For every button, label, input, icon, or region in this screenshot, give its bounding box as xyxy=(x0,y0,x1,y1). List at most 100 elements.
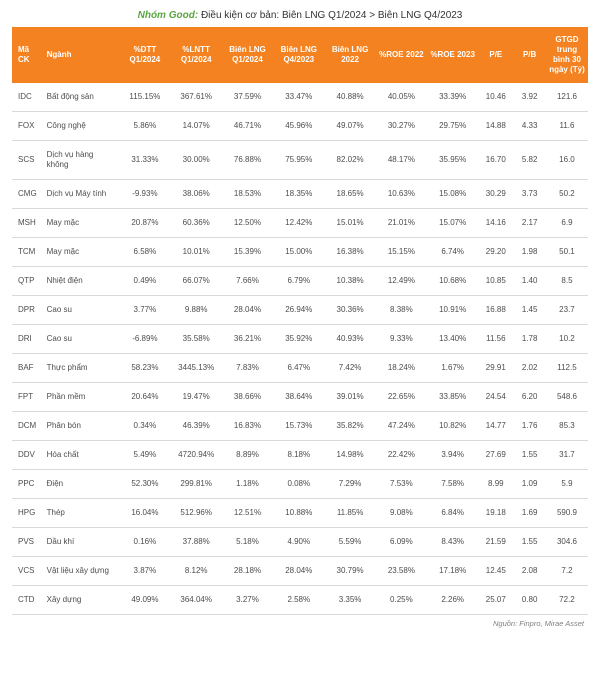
value-cell: 30.36% xyxy=(324,296,375,325)
value-cell: 0.16% xyxy=(119,528,170,557)
value-cell: 33.47% xyxy=(273,83,324,112)
value-cell: 37.88% xyxy=(171,528,222,557)
value-cell: 1.55 xyxy=(513,528,546,557)
value-cell: 1.40 xyxy=(513,267,546,296)
column-header: P/E xyxy=(478,27,513,83)
table-row: HPGThép16.04%512.96%12.51%10.88%11.85%9.… xyxy=(12,499,588,528)
value-cell: 3.27% xyxy=(222,586,273,615)
value-cell: 16.70 xyxy=(478,141,513,180)
value-cell: 52.30% xyxy=(119,470,170,499)
value-cell: 39.01% xyxy=(324,383,375,412)
value-cell: 299.81% xyxy=(171,470,222,499)
value-cell: 10.38% xyxy=(324,267,375,296)
value-cell: 26.94% xyxy=(273,296,324,325)
value-cell: 2.58% xyxy=(273,586,324,615)
value-cell: 22.65% xyxy=(376,383,427,412)
table-row: DRICao su-6.89%35.58%36.21%35.92%40.93%9… xyxy=(12,325,588,354)
value-cell: 1.98 xyxy=(513,238,546,267)
value-cell: 37.59% xyxy=(222,83,273,112)
value-cell: 121.6 xyxy=(546,83,588,112)
ticker-cell: TCM xyxy=(12,238,45,267)
value-cell: 115.15% xyxy=(119,83,170,112)
value-cell: 15.39% xyxy=(222,238,273,267)
value-cell: 13.40% xyxy=(427,325,478,354)
value-cell: 10.2 xyxy=(546,325,588,354)
table-row: TCMMay mặc6.58%10.01%15.39%15.00%16.38%1… xyxy=(12,238,588,267)
value-cell: 3.73 xyxy=(513,180,546,209)
value-cell: 66.07% xyxy=(171,267,222,296)
table-row: DCMPhân bón0.34%46.39%16.83%15.73%35.82%… xyxy=(12,412,588,441)
value-cell: 3.92 xyxy=(513,83,546,112)
value-cell: 1.09 xyxy=(513,470,546,499)
sector-cell: Vật liệu xây dựng xyxy=(45,557,120,586)
sector-cell: Hóa chất xyxy=(45,441,120,470)
sector-cell: Thực phẩm xyxy=(45,354,120,383)
value-cell: 5.86% xyxy=(119,112,170,141)
value-cell: 30.00% xyxy=(171,141,222,180)
value-cell: 14.07% xyxy=(171,112,222,141)
value-cell: 10.01% xyxy=(171,238,222,267)
value-cell: 15.15% xyxy=(376,238,427,267)
value-cell: 16.83% xyxy=(222,412,273,441)
value-cell: 364.04% xyxy=(171,586,222,615)
value-cell: 5.59% xyxy=(324,528,375,557)
value-cell: 10.91% xyxy=(427,296,478,325)
value-cell: 45.96% xyxy=(273,112,324,141)
column-header: Biên LNG Q1/2024 xyxy=(222,27,273,83)
table-title: Nhóm Good: Điều kiện cơ bản: Biên LNG Q1… xyxy=(12,10,588,21)
value-cell: 22.42% xyxy=(376,441,427,470)
value-cell: 18.65% xyxy=(324,180,375,209)
value-cell: 30.29 xyxy=(478,180,513,209)
table-row: FPTPhần mềm20.64%19.47%38.66%38.64%39.01… xyxy=(12,383,588,412)
ticker-cell: FPT xyxy=(12,383,45,412)
value-cell: 28.04% xyxy=(273,557,324,586)
sector-cell: Xây dựng xyxy=(45,586,120,615)
stock-table: Mã CKNgành%DTT Q1/2024%LNTT Q1/2024Biên … xyxy=(12,27,588,615)
value-cell: 0.49% xyxy=(119,267,170,296)
value-cell: 29.91 xyxy=(478,354,513,383)
value-cell: 1.76 xyxy=(513,412,546,441)
table-row: QTPNhiệt điện0.49%66.07%7.66%6.79%10.38%… xyxy=(12,267,588,296)
column-header: %ROE 2023 xyxy=(427,27,478,83)
ticker-cell: FOX xyxy=(12,112,45,141)
value-cell: 9.08% xyxy=(376,499,427,528)
table-row: BAFThực phẩm58.23%3445.13%7.83%6.47%7.42… xyxy=(12,354,588,383)
sector-cell: Dịch vụ Máy tính xyxy=(45,180,120,209)
value-cell: 12.42% xyxy=(273,209,324,238)
value-cell: 15.00% xyxy=(273,238,324,267)
value-cell: 8.99 xyxy=(478,470,513,499)
value-cell: 49.07% xyxy=(324,112,375,141)
value-cell: 12.51% xyxy=(222,499,273,528)
value-cell: 7.83% xyxy=(222,354,273,383)
value-cell: 16.38% xyxy=(324,238,375,267)
value-cell: 46.39% xyxy=(171,412,222,441)
value-cell: 8.89% xyxy=(222,441,273,470)
value-cell: 6.58% xyxy=(119,238,170,267)
value-cell: 15.07% xyxy=(427,209,478,238)
value-cell: 35.92% xyxy=(273,325,324,354)
value-cell: 367.61% xyxy=(171,83,222,112)
value-cell: 18.35% xyxy=(273,180,324,209)
ticker-cell: MSH xyxy=(12,209,45,238)
sector-cell: Nhiệt điện xyxy=(45,267,120,296)
value-cell: -6.89% xyxy=(119,325,170,354)
value-cell: 40.05% xyxy=(376,83,427,112)
value-cell: 20.64% xyxy=(119,383,170,412)
value-cell: 2.17 xyxy=(513,209,546,238)
sector-cell: Cao su xyxy=(45,325,120,354)
value-cell: 29.75% xyxy=(427,112,478,141)
value-cell: 3.35% xyxy=(324,586,375,615)
value-cell: 30.27% xyxy=(376,112,427,141)
value-cell: 33.85% xyxy=(427,383,478,412)
ticker-cell: SCS xyxy=(12,141,45,180)
value-cell: 20.87% xyxy=(119,209,170,238)
value-cell: 15.01% xyxy=(324,209,375,238)
value-cell: 112.5 xyxy=(546,354,588,383)
value-cell: 5.49% xyxy=(119,441,170,470)
value-cell: 6.09% xyxy=(376,528,427,557)
value-cell: 35.82% xyxy=(324,412,375,441)
value-cell: 304.6 xyxy=(546,528,588,557)
value-cell: 23.7 xyxy=(546,296,588,325)
value-cell: 2.02 xyxy=(513,354,546,383)
sector-cell: Điện xyxy=(45,470,120,499)
